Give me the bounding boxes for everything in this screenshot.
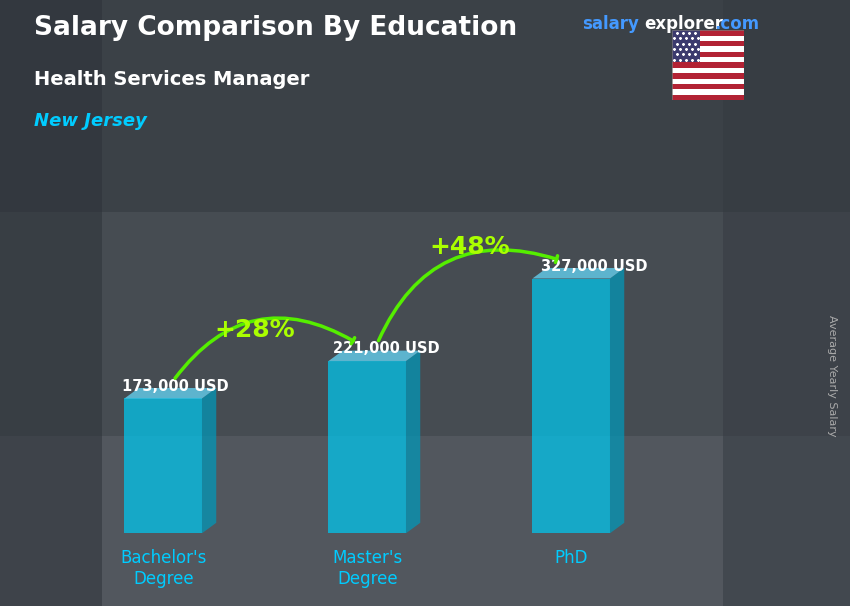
Bar bbox=[672, 41, 744, 47]
Bar bbox=[672, 95, 744, 100]
Polygon shape bbox=[328, 351, 420, 361]
Bar bbox=[722, 0, 850, 606]
Bar bbox=[672, 30, 744, 36]
Text: Salary Comparison By Education: Salary Comparison By Education bbox=[34, 15, 517, 41]
Bar bbox=[672, 73, 744, 79]
Bar bbox=[0, 0, 850, 212]
Text: New Jersey: New Jersey bbox=[34, 112, 147, 130]
Text: Average Yearly Salary: Average Yearly Salary bbox=[827, 315, 837, 436]
Text: +28%: +28% bbox=[215, 318, 295, 342]
Text: .com: .com bbox=[714, 15, 759, 33]
Polygon shape bbox=[124, 399, 202, 533]
Text: salary: salary bbox=[582, 15, 639, 33]
Bar bbox=[672, 62, 744, 68]
Text: +48%: +48% bbox=[429, 235, 509, 259]
Text: explorer: explorer bbox=[644, 15, 723, 33]
Bar bbox=[0, 0, 102, 606]
Text: 221,000 USD: 221,000 USD bbox=[332, 341, 439, 356]
Text: 173,000 USD: 173,000 USD bbox=[122, 379, 229, 393]
Bar bbox=[672, 47, 744, 52]
Bar bbox=[672, 79, 744, 84]
Bar bbox=[672, 30, 700, 62]
Text: Health Services Manager: Health Services Manager bbox=[34, 70, 309, 88]
Polygon shape bbox=[328, 361, 406, 533]
Bar bbox=[672, 57, 744, 62]
Polygon shape bbox=[406, 351, 420, 533]
Bar bbox=[0, 436, 850, 606]
Bar bbox=[672, 68, 744, 73]
Bar bbox=[672, 84, 744, 89]
Polygon shape bbox=[202, 388, 216, 533]
Polygon shape bbox=[610, 268, 624, 533]
Polygon shape bbox=[124, 388, 216, 399]
Bar bbox=[672, 52, 744, 57]
Text: 327,000 USD: 327,000 USD bbox=[541, 259, 647, 273]
Bar bbox=[672, 89, 744, 95]
Polygon shape bbox=[532, 279, 610, 533]
Bar bbox=[672, 36, 744, 41]
Polygon shape bbox=[532, 268, 624, 279]
